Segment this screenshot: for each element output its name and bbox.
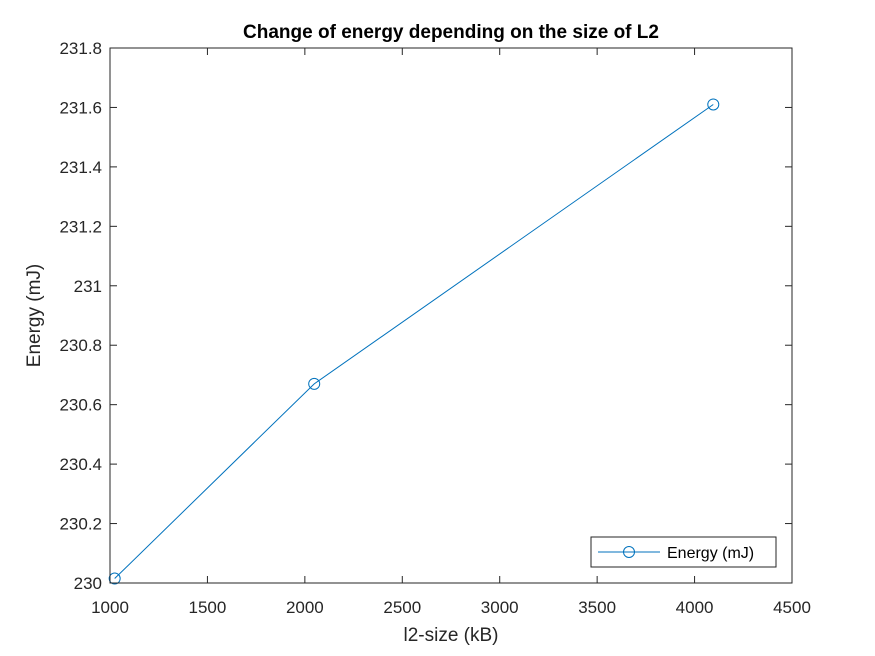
x-tick-label: 2000: [286, 598, 324, 617]
data-point-marker: [308, 377, 321, 390]
y-tick-label: 230: [74, 574, 102, 593]
y-tick-label: 231.4: [59, 158, 102, 177]
plot-frame: [109, 47, 793, 584]
legend-label: Energy (mJ): [667, 545, 754, 562]
x-axis-title: l2-size (kB): [403, 625, 498, 646]
x-tick-label: 3000: [481, 598, 519, 617]
x-tick-label: 1000: [91, 598, 129, 617]
x-tick-label: 4000: [676, 598, 714, 617]
legend: Energy (mJ): [590, 536, 777, 568]
y-axis-title: Energy (mJ): [24, 264, 45, 367]
x-tick-label: 3500: [578, 598, 616, 617]
series-line: [114, 104, 714, 579]
plot-area: [110, 48, 792, 583]
data-point-marker: [707, 98, 720, 111]
series-layer: [108, 98, 720, 585]
y-tick-label: 231.6: [59, 98, 102, 117]
axis-ticks: 1000 1500 2000 2500 3000 3500 4000 4500 230 230.2…: [59, 39, 810, 617]
y-tick-label: 230.6: [59, 396, 102, 415]
y-tick-label: 231.8: [59, 39, 102, 58]
y-tick-label: 230.8: [59, 336, 102, 355]
y-tick-label: 231.2: [59, 217, 102, 236]
y-tick-label: 230.4: [59, 455, 102, 474]
y-tick-label: 231: [74, 277, 102, 296]
x-tick-label: 1500: [189, 598, 227, 617]
chart-title: Change of energy depending on the size o…: [243, 22, 659, 43]
x-tick-label: 4500: [773, 598, 811, 617]
x-tick-label: 2500: [383, 598, 421, 617]
y-tick-label: 230.2: [59, 515, 102, 534]
data-point-marker: [108, 572, 121, 585]
legend-marker-sample: [623, 546, 635, 558]
